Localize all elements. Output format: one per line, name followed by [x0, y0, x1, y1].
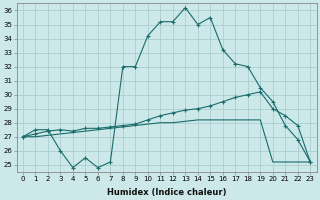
X-axis label: Humidex (Indice chaleur): Humidex (Indice chaleur)	[107, 188, 226, 197]
